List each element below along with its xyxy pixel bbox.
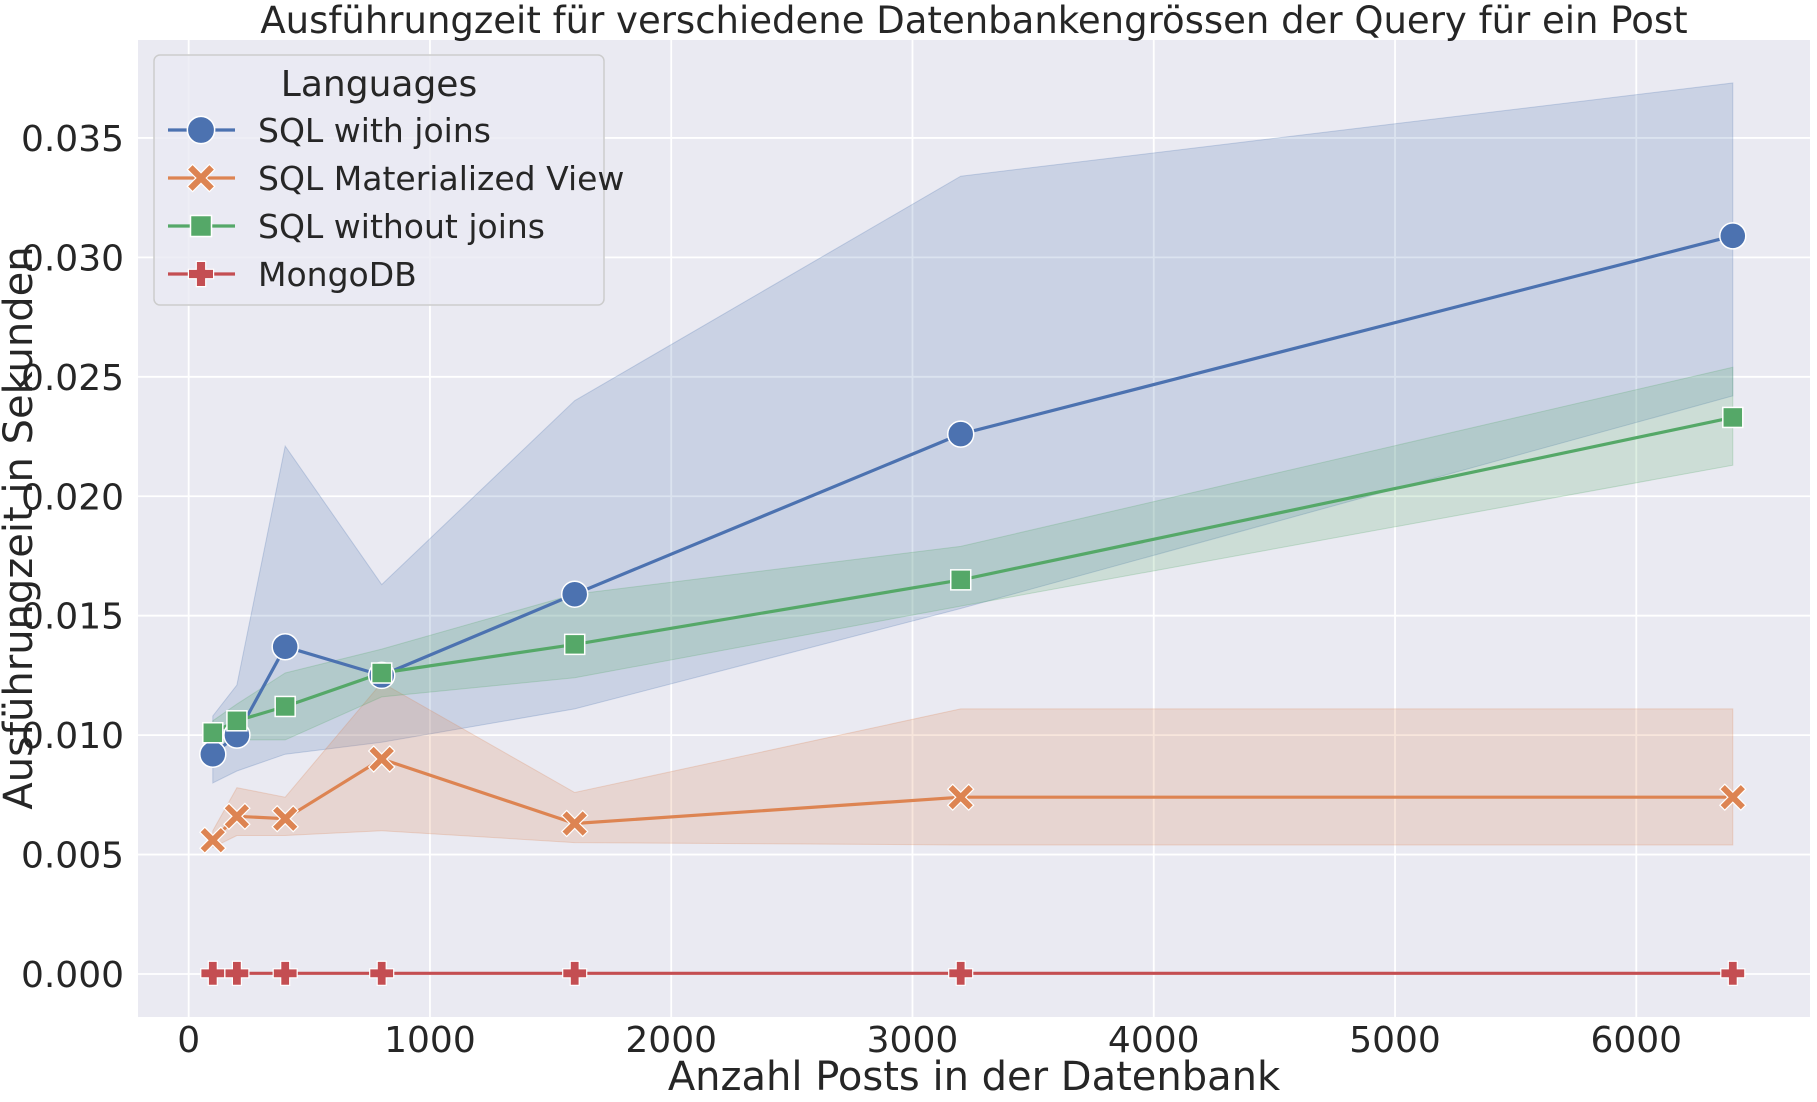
sql-materialized-view-point <box>367 745 396 773</box>
y-tick-label: 0.025 <box>21 358 124 399</box>
legend-title: Languages <box>281 64 477 105</box>
mongodb-point <box>1720 960 1746 986</box>
sql-with-joins-point <box>271 632 299 661</box>
sql-without-joins-point <box>274 695 296 718</box>
sql-materialized-view-point <box>271 804 300 833</box>
legend: Languages SQL with joins SQL Materialized… <box>153 54 624 306</box>
sql-without-joins-point <box>949 569 972 591</box>
y-tick-label: 0.020 <box>21 477 124 518</box>
y-tick-label: 0.030 <box>21 238 124 279</box>
x-tick-label: 4000 <box>1108 1020 1200 1061</box>
legend-item-sql-without-joins: SQL without joins <box>168 207 545 246</box>
x-tick-label: 6000 <box>1590 1020 1682 1061</box>
mongodb-point <box>948 960 974 986</box>
legend-item-sql-materialized-view: SQL Materialized View <box>168 159 624 198</box>
y-axis-title: Ausführungzeit in Sekunden <box>0 246 42 809</box>
legend-item-mongodb: MongoDB <box>168 255 417 294</box>
sql-materialized-view-ci-band <box>212 681 1734 849</box>
sql-without-joins-point <box>1722 406 1744 429</box>
legend-label-sql-materialized-view: SQL Materialized View <box>258 159 624 198</box>
x-tick-label: 1000 <box>384 1020 476 1061</box>
x-tick-label: 5000 <box>1349 1020 1441 1061</box>
sql-with-joins-point <box>946 420 975 448</box>
x-tick-label: 0 <box>177 1020 200 1061</box>
sql-with-joins-point <box>1719 222 1747 250</box>
y-tick-label: 0.035 <box>21 119 124 160</box>
y-tick-label: 0.010 <box>21 716 124 757</box>
x-tick-label: 3000 <box>867 1020 959 1061</box>
y-tick-label: 0.015 <box>21 597 124 638</box>
sql-materialized-view-point <box>1718 783 1747 812</box>
legend-box <box>153 54 605 306</box>
sql-with-joins-point <box>560 580 589 608</box>
y-tick-label: 0.000 <box>21 955 124 996</box>
legend-marker-sql-without-joins <box>189 214 213 238</box>
sql-without-joins-point <box>563 633 586 656</box>
x-tick-label: 2000 <box>625 1020 717 1061</box>
mongodb-point <box>200 960 226 986</box>
sql-materialized-view-point <box>946 783 975 812</box>
sql-without-joins-point <box>202 721 224 744</box>
sql-materialized-view-point <box>223 802 251 831</box>
series-markers <box>198 222 1747 986</box>
mongodb-point <box>224 960 250 986</box>
legend-label-sql-without-joins: SQL without joins <box>258 207 545 246</box>
mongodb-point <box>562 960 588 986</box>
sql-materialized-view-point <box>560 809 589 838</box>
sql-without-joins-ci-band <box>212 366 1734 746</box>
chart-title: Ausführungzeit für verschiedene Datenban… <box>260 0 1687 42</box>
sql-materialized-view-point <box>198 826 227 855</box>
y-tick-labels: 0.000 0.005 0.010 0.015 0.020 0.025 0.030 0.035 <box>21 119 124 996</box>
legend-marker-sql-with-joins <box>186 115 216 145</box>
mongodb-point <box>369 960 395 986</box>
x-axis-title: Anzahl Posts in der Datenbank <box>668 1054 1281 1100</box>
legend-item-sql-with-joins: SQL with joins <box>168 111 491 150</box>
legend-marker-sql-materialized-view <box>186 163 216 193</box>
legend-label-mongodb: MongoDB <box>258 255 417 294</box>
legend-label-sql-with-joins: SQL with joins <box>258 111 491 150</box>
sql-with-joins-point <box>199 740 227 768</box>
legend-marker-mongodb <box>187 260 215 288</box>
x-tick-labels: 0 1000 2000 3000 4000 5000 6000 <box>177 1020 1682 1061</box>
y-tick-label: 0.005 <box>21 836 124 877</box>
sql-without-joins-point <box>370 662 393 684</box>
sql-without-joins-point <box>226 710 248 732</box>
mongodb-point <box>272 960 298 986</box>
